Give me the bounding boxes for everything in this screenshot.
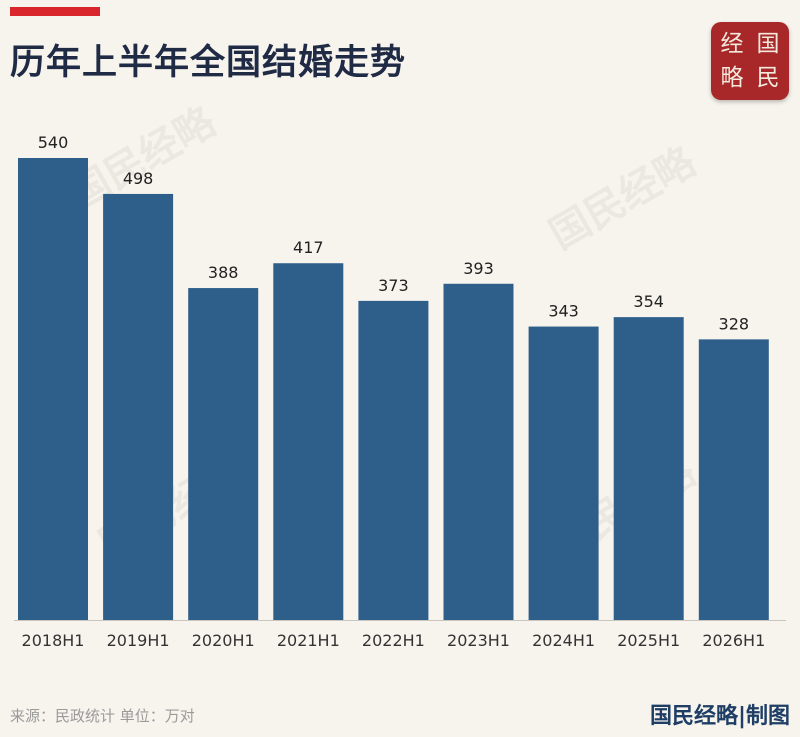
x-tick-label: 2018H1	[22, 631, 85, 650]
brand-logo: 经 国 略 民	[711, 22, 789, 100]
data-label: 540	[38, 133, 69, 152]
logo-char: 经	[720, 31, 744, 57]
bar	[103, 193, 174, 620]
data-label: 373	[378, 276, 409, 295]
x-tick-label: 2021H1	[277, 631, 340, 650]
watermark-text: 国民经略	[542, 138, 704, 258]
bar	[528, 326, 599, 620]
bar	[273, 263, 344, 620]
data-label: 343	[548, 302, 579, 321]
data-label: 393	[463, 259, 494, 278]
x-tick-label: 2019H1	[107, 631, 170, 650]
chart-title: 历年上半年全国结婚走势	[10, 43, 407, 83]
logo-char: 民	[756, 65, 780, 91]
logo-char: 略	[720, 65, 744, 91]
x-tick-label: 2024H1	[532, 631, 595, 650]
brand-credit: 国民经略|制图	[649, 704, 790, 729]
accent-bar	[10, 7, 100, 16]
data-label: 328	[719, 314, 750, 333]
logo-char: 国	[756, 31, 780, 57]
data-label: 388	[208, 263, 239, 282]
bar	[18, 158, 88, 620]
x-tick-label: 2022H1	[362, 631, 425, 650]
x-tick-label: 2020H1	[192, 631, 255, 650]
data-label: 417	[293, 238, 324, 257]
source-note: 来源：民政统计 单位：万对	[10, 707, 195, 725]
x-tick-label: 2025H1	[617, 631, 680, 650]
data-label: 354	[633, 292, 664, 311]
x-tick-label: 2026H1	[702, 631, 765, 650]
bar	[613, 317, 684, 620]
x-tick-label: 2023H1	[447, 631, 510, 650]
bar	[443, 283, 514, 620]
bar	[698, 339, 769, 620]
bar	[358, 300, 429, 620]
data-label: 498	[123, 169, 154, 188]
bar	[188, 288, 259, 620]
